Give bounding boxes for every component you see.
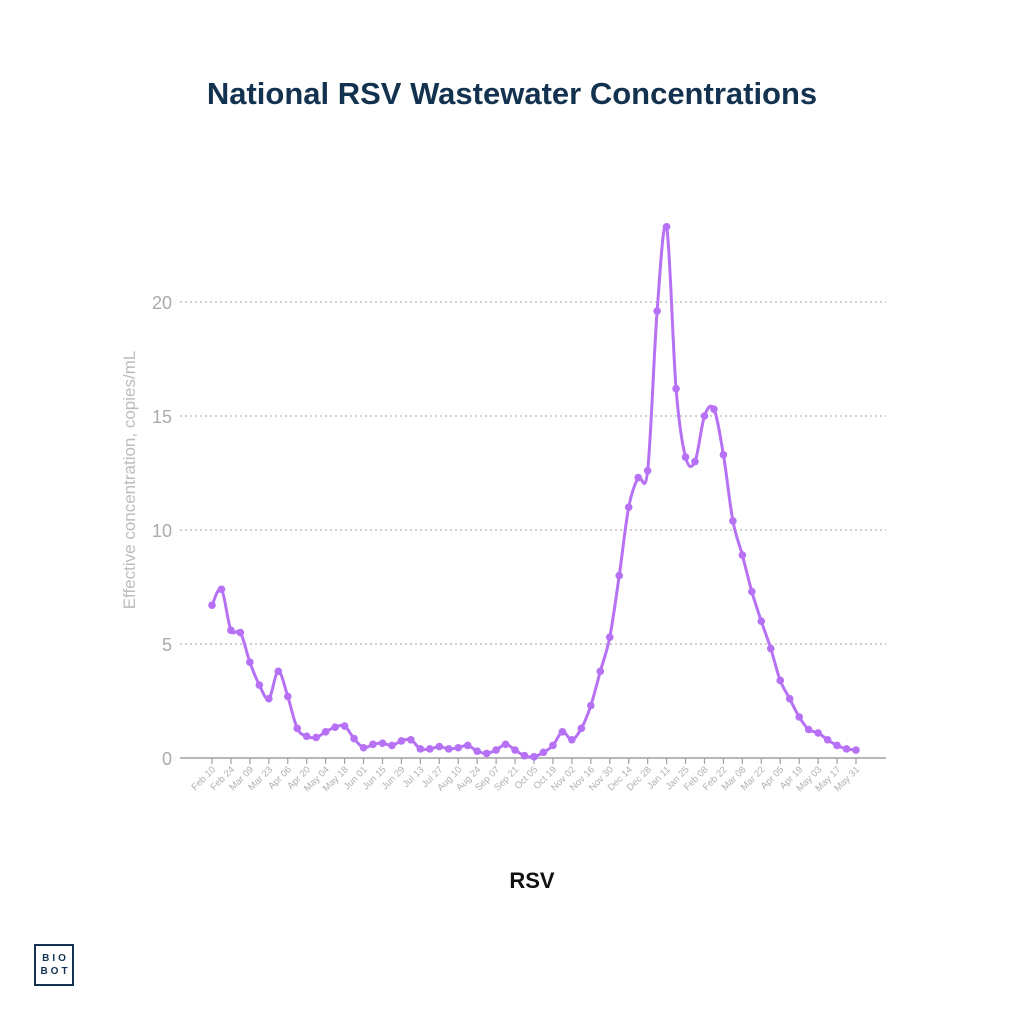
data-point	[397, 737, 406, 745]
data-point	[265, 694, 273, 703]
data-point	[691, 457, 699, 466]
data-point	[520, 751, 529, 760]
chart-title: National RSV Wastewater Concentrations	[206, 76, 818, 111]
data-point	[283, 692, 292, 701]
y-tick-label: 20	[152, 293, 172, 313]
data-points	[208, 222, 860, 761]
data-point	[804, 725, 813, 734]
data-point	[246, 658, 254, 667]
data-point	[416, 745, 425, 753]
data-point	[643, 466, 652, 475]
data-point	[369, 740, 377, 749]
y-tick-label: 5	[162, 635, 172, 655]
data-point	[208, 601, 216, 610]
y-tick-label: 10	[152, 521, 172, 541]
data-point	[501, 740, 510, 749]
data-point	[738, 551, 747, 559]
data-point	[577, 724, 586, 733]
data-point	[587, 701, 595, 710]
data-point	[852, 746, 860, 754]
data-point	[227, 626, 235, 635]
data-point	[217, 585, 226, 594]
data-point	[407, 735, 415, 744]
data-point	[331, 723, 339, 732]
series-line	[210, 223, 858, 759]
data-point	[842, 745, 851, 753]
data-point	[321, 727, 330, 736]
data-point	[700, 412, 709, 420]
biobot-logo: BIO BOT	[34, 944, 74, 986]
data-point	[766, 644, 775, 653]
data-point	[615, 571, 624, 580]
data-point	[350, 734, 358, 743]
data-point	[530, 753, 538, 761]
data-point	[378, 739, 387, 747]
data-point	[473, 747, 481, 755]
data-point	[710, 405, 718, 413]
data-point	[274, 667, 283, 676]
data-point	[634, 473, 642, 482]
gridlines	[180, 301, 886, 645]
data-point	[568, 735, 576, 744]
data-point	[454, 743, 463, 752]
data-point	[672, 384, 680, 393]
data-point	[653, 307, 661, 315]
data-point	[662, 222, 671, 231]
data-point	[795, 713, 803, 721]
data-point	[482, 749, 491, 758]
data-point	[719, 450, 728, 459]
data-point	[833, 741, 841, 750]
y-tick-label: 0	[162, 749, 172, 769]
y-tick-label: 15	[152, 407, 172, 427]
data-point	[785, 694, 794, 703]
data-point	[312, 733, 320, 742]
data-point	[236, 628, 245, 637]
data-point	[511, 746, 519, 754]
data-point	[605, 633, 614, 641]
logo-line-2: BOT	[40, 966, 71, 977]
data-point	[624, 503, 633, 512]
data-point	[549, 741, 557, 750]
data-point	[814, 729, 822, 737]
data-point	[340, 722, 349, 730]
data-point	[776, 676, 785, 685]
data-point	[435, 742, 444, 751]
data-point	[757, 617, 766, 625]
data-point	[729, 517, 737, 525]
data-point	[748, 587, 756, 596]
data-point	[596, 667, 605, 676]
data-point	[463, 741, 472, 750]
data-point	[302, 732, 311, 741]
y-axis-ticks: 0 5 10 15 20	[152, 293, 172, 769]
data-point	[681, 453, 690, 461]
y-axis-label: Effective concentration, copies/mL	[120, 351, 139, 610]
data-point	[558, 727, 567, 736]
data-point	[388, 741, 396, 750]
data-point	[426, 745, 434, 753]
data-point	[255, 681, 264, 689]
data-point	[823, 735, 832, 744]
data-point	[359, 743, 368, 752]
data-point	[293, 724, 302, 733]
data-point	[539, 748, 548, 757]
data-point	[492, 746, 500, 754]
x-axis-title: RSV	[509, 868, 555, 893]
logo-line-1: BIO	[42, 953, 69, 964]
data-point	[444, 745, 453, 753]
